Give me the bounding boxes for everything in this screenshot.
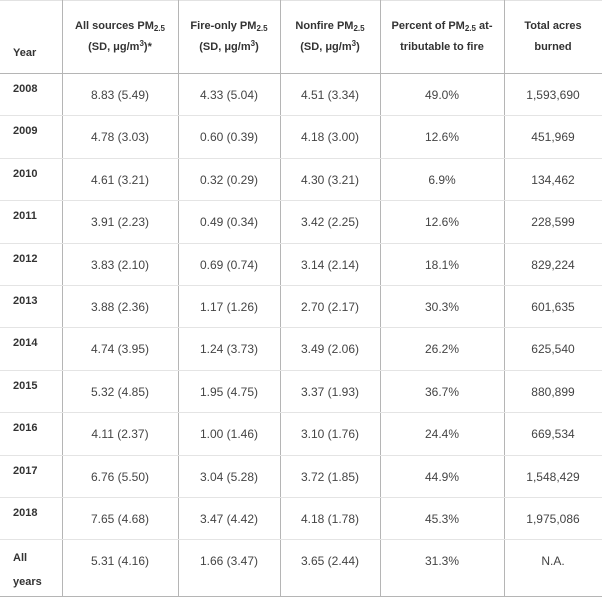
year-cell: 2008 — [0, 73, 63, 117]
fire-only-cell: 1.24 (3.73) — [178, 327, 281, 371]
acres-cell: 1,975,086 — [504, 497, 602, 541]
table-row: 2010 4.61 (3.21) 0.32 (0.29) 4.30 (3.21) 6.9… — [0, 158, 602, 202]
all-sources-cell: 3.83 (2.10) — [62, 243, 179, 286]
fire-only-cell: 0.49 (0.34) — [178, 200, 281, 244]
percent-fire-cell: 44.9% — [380, 455, 505, 498]
percent-fire-cell: 36.7% — [380, 370, 505, 414]
nonfire-cell: 3.10 (1.76) — [280, 412, 381, 456]
acres-cell: 228,599 — [504, 200, 602, 244]
header-acres: Total acres burned — [504, 0, 602, 74]
acres-cell: 880,899 — [504, 370, 602, 414]
fire-only-cell: 1.17 (1.26) — [178, 285, 281, 329]
header-year: Year — [0, 0, 63, 74]
fire-only-cell: 0.69 (0.74) — [178, 243, 281, 286]
percent-fire-cell: 12.6% — [380, 115, 505, 159]
nonfire-cell: 4.18 (3.00) — [280, 115, 381, 159]
table-row: 2008 8.83 (5.49) 4.33 (5.04) 4.51 (3.34) 49.… — [0, 73, 602, 117]
header-nonfire: Nonfire PM2.5 (SD, μg/m3) — [280, 0, 381, 74]
nonfire-cell: 2.70 (2.17) — [280, 285, 381, 329]
acres-cell: 1,593,690 — [504, 73, 602, 117]
year-cell: 2016 — [0, 412, 63, 456]
nonfire-cell: 4.51 (3.34) — [280, 73, 381, 117]
nonfire-cell: 3.42 (2.25) — [280, 200, 381, 244]
all-sources-cell: 3.88 (2.36) — [62, 285, 179, 329]
all-sources-cell: 6.76 (5.50) — [62, 455, 179, 498]
all-sources-cell: 4.78 (3.03) — [62, 115, 179, 159]
year-cell: 2010 — [0, 158, 63, 202]
year-cell: 2012 — [0, 243, 63, 286]
percent-fire-cell: 45.3% — [380, 497, 505, 541]
header-percent-fire: Percent of PM2.5 at- tributable to fire — [380, 0, 505, 74]
table-row: 2018 7.65 (4.68) 3.47 (4.42) 4.18 (1.78) 45.… — [0, 497, 602, 541]
fire-only-cell: 3.04 (5.28) — [178, 455, 281, 498]
year-cell: 2015 — [0, 370, 63, 414]
summary-fire-only-cell: 1.66 (3.47) — [178, 539, 281, 598]
acres-cell: 134,462 — [504, 158, 602, 202]
nonfire-cell: 3.14 (2.14) — [280, 243, 381, 286]
percent-fire-cell: 49.0% — [380, 73, 505, 117]
table-row: 2016 4.11 (2.37) 1.00 (1.46) 3.10 (1.76) 24.… — [0, 412, 602, 456]
all-sources-cell: 4.61 (3.21) — [62, 158, 179, 202]
year-cell: 2011 — [0, 200, 63, 244]
percent-fire-cell: 24.4% — [380, 412, 505, 456]
all-sources-cell: 5.32 (4.85) — [62, 370, 179, 414]
year-cell: 2013 — [0, 285, 63, 329]
table-row: 2011 3.91 (2.23) 0.49 (0.34) 3.42 (2.25) 12.… — [0, 200, 602, 244]
year-cell: 2014 — [0, 327, 63, 371]
header-row: Year All sources PM2.5 (SD, μg/m3)* Fire… — [0, 0, 602, 74]
all-sources-cell: 7.65 (4.68) — [62, 497, 179, 541]
year-cell: 2017 — [0, 455, 63, 498]
table-row: 2012 3.83 (2.10) 0.69 (0.74) 3.14 (2.14) 18.… — [0, 243, 602, 286]
all-sources-cell: 8.83 (5.49) — [62, 73, 179, 117]
table-row: 2017 6.76 (5.50) 3.04 (5.28) 3.72 (1.85) 44.… — [0, 455, 602, 498]
acres-cell: 451,969 — [504, 115, 602, 159]
all-sources-cell: 4.74 (3.95) — [62, 327, 179, 371]
summary-nonfire-cell: 3.65 (2.44) — [280, 539, 381, 598]
all-sources-cell: 4.11 (2.37) — [62, 412, 179, 456]
fire-only-cell: 1.95 (4.75) — [178, 370, 281, 414]
header-fire-only: Fire-only PM2.5 (SD, μg/m3) — [178, 0, 281, 74]
nonfire-cell: 4.18 (1.78) — [280, 497, 381, 541]
nonfire-cell: 3.37 (1.93) — [280, 370, 381, 414]
summary-year-cell: All years — [0, 539, 63, 598]
acres-cell: 1,548,429 — [504, 455, 602, 498]
fire-only-cell: 3.47 (4.42) — [178, 497, 281, 541]
table-row: 2014 4.74 (3.95) 1.24 (3.73) 3.49 (2.06) 26.… — [0, 327, 602, 371]
table-row: 2013 3.88 (2.36) 1.17 (1.26) 2.70 (2.17) 30.… — [0, 285, 602, 329]
fire-only-cell: 1.00 (1.46) — [178, 412, 281, 456]
summary-percent-fire-cell: 31.3% — [380, 539, 505, 598]
acres-cell: 625,540 — [504, 327, 602, 371]
year-cell: 2018 — [0, 497, 63, 541]
nonfire-cell: 3.49 (2.06) — [280, 327, 381, 371]
header-all-sources: All sources PM2.5 (SD, μg/m3)* — [62, 0, 179, 74]
summary-acres-cell: N.A. — [504, 539, 602, 598]
acres-cell: 829,224 — [504, 243, 602, 286]
summary-row: All years 5.31 (4.16) 1.66 (3.47) 3.65 (… — [0, 539, 602, 598]
percent-fire-cell: 26.2% — [380, 327, 505, 371]
table-row: 2009 4.78 (3.03) 0.60 (0.39) 4.18 (3.00) 12.… — [0, 115, 602, 159]
all-sources-cell: 3.91 (2.23) — [62, 200, 179, 244]
percent-fire-cell: 18.1% — [380, 243, 505, 286]
year-cell: 2009 — [0, 115, 63, 159]
percent-fire-cell: 30.3% — [380, 285, 505, 329]
fire-only-cell: 0.32 (0.29) — [178, 158, 281, 202]
table-row: 2015 5.32 (4.85) 1.95 (4.75) 3.37 (1.93) 36.… — [0, 370, 602, 414]
summary-all-sources-cell: 5.31 (4.16) — [62, 539, 179, 598]
percent-fire-cell: 12.6% — [380, 200, 505, 244]
nonfire-cell: 3.72 (1.85) — [280, 455, 381, 498]
acres-cell: 601,635 — [504, 285, 602, 329]
fire-only-cell: 0.60 (0.39) — [178, 115, 281, 159]
acres-cell: 669,534 — [504, 412, 602, 456]
nonfire-cell: 4.30 (3.21) — [280, 158, 381, 202]
percent-fire-cell: 6.9% — [380, 158, 505, 202]
fire-only-cell: 4.33 (5.04) — [178, 73, 281, 117]
